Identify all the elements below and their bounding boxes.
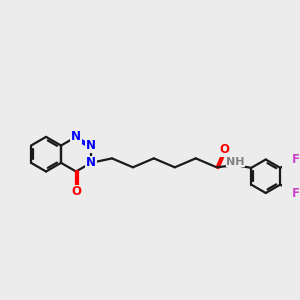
- Text: F: F: [292, 187, 299, 200]
- Text: NH: NH: [226, 157, 245, 167]
- Text: O: O: [71, 185, 81, 198]
- Text: N: N: [86, 156, 96, 169]
- Text: O: O: [219, 143, 229, 156]
- Text: N: N: [71, 130, 81, 143]
- Text: F: F: [292, 153, 299, 166]
- Text: N: N: [86, 139, 96, 152]
